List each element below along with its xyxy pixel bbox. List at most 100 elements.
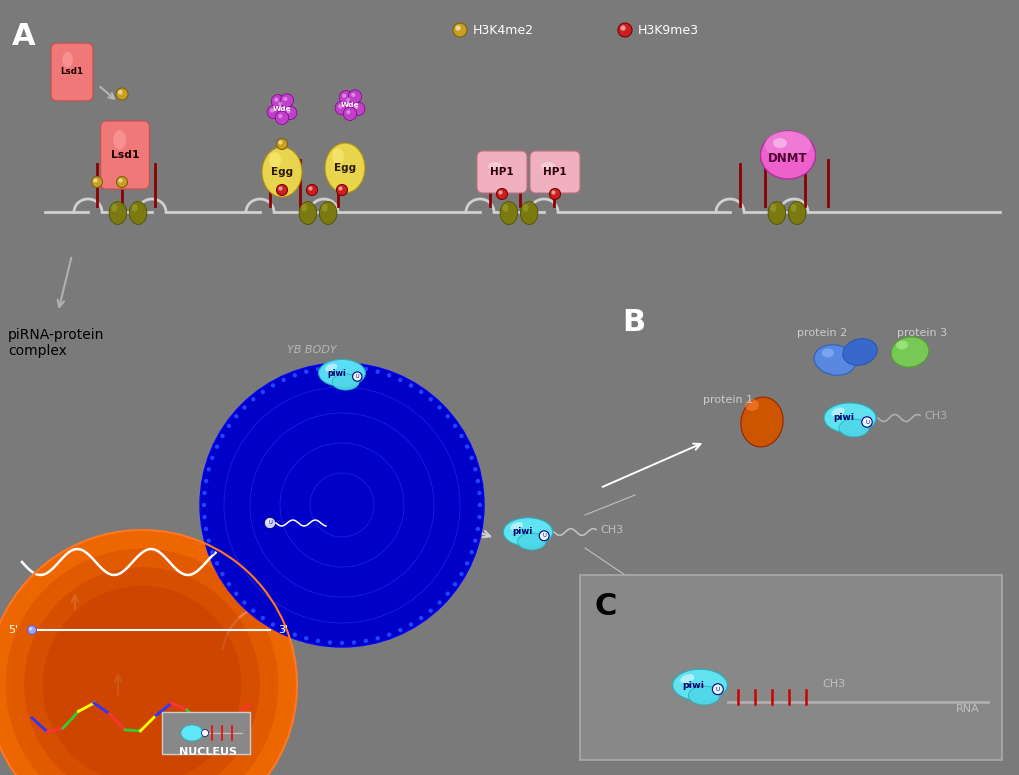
Circle shape [267,105,280,119]
Text: protein 2: protein 2 [796,328,847,338]
Circle shape [278,140,282,145]
Circle shape [351,93,355,97]
Ellipse shape [769,204,775,212]
Circle shape [386,373,391,377]
Ellipse shape [520,202,537,225]
Circle shape [437,405,441,410]
Circle shape [210,456,214,460]
Ellipse shape [772,138,787,148]
Circle shape [270,109,274,112]
Text: U: U [268,521,272,525]
Circle shape [469,550,474,554]
Circle shape [275,111,288,125]
Circle shape [274,98,278,102]
Circle shape [278,102,282,106]
Circle shape [346,98,351,102]
Ellipse shape [502,518,552,546]
Ellipse shape [109,202,126,225]
Circle shape [215,561,219,566]
Circle shape [459,572,464,576]
Text: Lsd1: Lsd1 [111,150,140,160]
Circle shape [233,414,238,418]
Text: U: U [356,374,359,379]
Text: HP1: HP1 [490,167,514,177]
Ellipse shape [487,162,501,170]
Bar [580,575,1001,760]
Circle shape [202,503,206,507]
Circle shape [452,424,457,428]
Ellipse shape [180,725,203,741]
Ellipse shape [301,204,307,212]
Ellipse shape [790,204,796,212]
Text: piwi: piwi [682,680,704,690]
Circle shape [220,434,224,438]
Ellipse shape [262,147,302,197]
Circle shape [452,582,457,587]
Circle shape [316,639,320,643]
Circle shape [306,184,317,195]
Circle shape [375,636,379,640]
Circle shape [551,191,555,195]
Circle shape [215,445,219,449]
FancyBboxPatch shape [477,151,527,193]
Circle shape [281,377,285,382]
Circle shape [353,372,362,381]
Ellipse shape [823,403,875,433]
Circle shape [445,414,449,418]
Text: DNMT: DNMT [767,153,807,166]
Ellipse shape [319,202,336,225]
Circle shape [5,549,278,775]
Ellipse shape [501,204,507,212]
Circle shape [304,370,308,374]
Text: CH3: CH3 [599,525,623,535]
Ellipse shape [760,131,815,179]
Text: protein 3: protein 3 [896,328,946,338]
Circle shape [292,373,297,377]
Circle shape [118,178,122,183]
Text: piwi: piwi [833,414,854,422]
Circle shape [337,105,342,108]
Text: A: A [12,22,36,51]
Circle shape [204,479,208,484]
Circle shape [280,94,293,107]
Ellipse shape [499,202,518,225]
Circle shape [475,527,480,531]
Circle shape [477,503,482,507]
Circle shape [270,622,275,627]
Circle shape [308,186,312,191]
Bar [162,712,250,754]
Circle shape [206,539,211,543]
Ellipse shape [744,399,758,411]
Circle shape [475,479,480,484]
Circle shape [352,640,356,645]
Text: 5': 5' [8,625,18,635]
Ellipse shape [325,363,337,371]
Circle shape [0,530,297,775]
Circle shape [352,102,365,115]
Circle shape [304,636,308,640]
Circle shape [281,628,285,632]
Text: piwi: piwi [512,528,532,536]
Ellipse shape [318,360,365,387]
Circle shape [335,102,348,115]
Text: B: B [622,308,644,337]
Text: CH3: CH3 [821,679,845,689]
Circle shape [278,114,282,118]
Circle shape [364,367,368,371]
Text: piwi: piwi [327,368,345,377]
Circle shape [428,397,432,401]
Circle shape [549,188,560,199]
Ellipse shape [332,374,359,390]
Ellipse shape [325,143,365,193]
Ellipse shape [788,202,805,225]
Ellipse shape [522,204,528,212]
Ellipse shape [540,162,554,170]
Circle shape [116,88,127,100]
Text: U: U [864,419,868,425]
Text: Wde: Wde [340,102,359,108]
Circle shape [452,23,467,37]
Circle shape [204,527,208,531]
Circle shape [711,684,722,694]
Circle shape [251,608,255,613]
Circle shape [346,110,351,114]
